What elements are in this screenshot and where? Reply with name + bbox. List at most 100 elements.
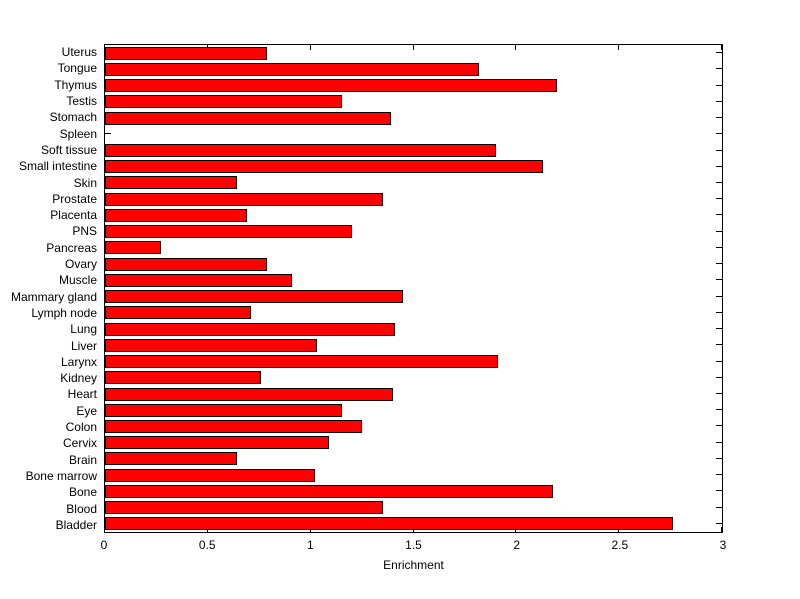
y-tick-label: PNS xyxy=(72,224,97,239)
bar-lymph-node xyxy=(105,306,252,320)
bar-heart xyxy=(105,387,393,401)
bar-eye xyxy=(105,403,342,417)
x-tick-mark xyxy=(618,45,620,50)
bar-pns xyxy=(105,225,352,239)
y-axis-tick-labels: Uterus Tongue Thymus Testis Stomach Spleen Sof… xyxy=(0,44,100,533)
bar-skin xyxy=(105,176,237,190)
y-tick-mark xyxy=(716,68,722,70)
y-tick-mark xyxy=(716,263,722,265)
y-tick-label: Colon xyxy=(65,420,97,435)
y-tick-mark xyxy=(716,84,722,86)
x-tick-label: 0 xyxy=(100,538,108,552)
bar-small-intestine xyxy=(105,160,544,174)
y-tick-label: Skin xyxy=(73,175,97,190)
y-tick-mark xyxy=(716,149,722,151)
y-tick-label: Soft tissue xyxy=(40,142,97,157)
y-tick-label: Tongue xyxy=(57,61,97,76)
y-tick-label: Liver xyxy=(70,338,97,353)
x-tick-mark xyxy=(104,45,105,50)
y-tick-mark xyxy=(716,409,722,411)
bar-cervix xyxy=(105,436,330,450)
bar-lung xyxy=(105,322,395,336)
bar-brain xyxy=(105,452,237,466)
y-tick-mark xyxy=(716,328,722,330)
x-tick-mark xyxy=(721,527,722,532)
bar-kidney xyxy=(105,371,262,385)
y-tick-mark xyxy=(716,441,722,443)
bar-colon xyxy=(105,419,363,433)
y-tick-mark xyxy=(716,214,722,216)
bar-prostate xyxy=(105,192,383,206)
y-tick-label: Brain xyxy=(68,452,97,467)
y-tick-mark xyxy=(716,117,722,119)
y-tick-label: Lung xyxy=(70,322,97,337)
y-tick-mark xyxy=(716,425,722,427)
y-tick-mark xyxy=(716,52,722,54)
y-tick-label: Prostate xyxy=(52,191,97,206)
y-tick-mark xyxy=(716,490,722,492)
y-tick-label: Bladder xyxy=(55,517,97,532)
x-axis-tick-labels: 0 0.5 1 1.5 2 2.5 3 xyxy=(100,538,727,552)
y-tick-mark xyxy=(716,181,722,183)
y-tick-label: Ovary xyxy=(64,257,97,272)
bar-bone xyxy=(105,484,554,498)
y-tick-mark xyxy=(716,376,722,378)
y-tick-mark xyxy=(105,133,111,135)
y-tick-label: Bone xyxy=(68,485,97,500)
y-tick-label: Placenta xyxy=(50,208,97,223)
bar-tongue xyxy=(105,62,480,76)
y-tick-label: Mammary gland xyxy=(10,289,97,304)
y-tick-label: Spleen xyxy=(59,126,97,141)
x-tick-label: 2.5 xyxy=(611,538,629,552)
y-tick-label: Stomach xyxy=(49,110,97,125)
bar-muscle xyxy=(105,273,293,287)
y-tick-label: Heart xyxy=(67,387,97,402)
y-tick-label: Kidney xyxy=(60,371,97,386)
y-tick-label: Cervix xyxy=(62,436,97,451)
bar-liver xyxy=(105,338,317,352)
y-tick-mark xyxy=(716,133,722,135)
y-tick-mark xyxy=(716,344,722,346)
x-tick-mark xyxy=(515,45,517,50)
bar-mammary-gland xyxy=(105,290,404,304)
bar-blood xyxy=(105,501,383,515)
y-tick-mark xyxy=(716,311,722,313)
y-tick-mark xyxy=(716,279,722,281)
x-tick-label: 2 xyxy=(513,538,520,552)
bar-thymus xyxy=(105,79,558,93)
y-tick-mark xyxy=(716,165,722,167)
y-tick-mark xyxy=(716,522,722,524)
y-tick-label: Pancreas xyxy=(46,240,97,255)
y-tick-mark xyxy=(716,474,722,476)
bar-bladder xyxy=(105,517,673,531)
y-tick-mark xyxy=(716,230,722,232)
x-tick-mark xyxy=(412,45,414,50)
x-axis-title: Enrichment xyxy=(383,558,444,572)
x-tick-label: 0.5 xyxy=(198,538,216,552)
bar-ovary xyxy=(105,257,268,271)
y-tick-mark xyxy=(716,506,722,508)
bar-bone-marrow xyxy=(105,468,315,482)
x-tick-label: 3 xyxy=(719,538,727,552)
x-tick-label: 1 xyxy=(306,538,314,552)
y-tick-label: Eye xyxy=(76,403,97,418)
y-tick-label: Thymus xyxy=(54,77,97,92)
y-tick-label: Bone marrow xyxy=(25,468,97,483)
y-tick-label: Larynx xyxy=(60,354,97,369)
y-tick-label: Testis xyxy=(66,94,97,109)
bar-pancreas xyxy=(105,241,161,255)
bar-soft-tissue xyxy=(105,144,496,158)
y-tick-label: Small intestine xyxy=(18,159,97,174)
y-tick-mark xyxy=(716,246,722,248)
x-tick-label: 1.5 xyxy=(405,538,422,552)
bar-placenta xyxy=(105,208,247,222)
y-tick-label: Lymph node xyxy=(31,305,97,320)
y-tick-mark xyxy=(716,360,722,362)
plot-area xyxy=(104,44,723,533)
bar-testis xyxy=(105,95,342,109)
y-tick-label: Uterus xyxy=(61,45,97,60)
y-tick-label: Blood xyxy=(66,501,97,516)
bar-larynx xyxy=(105,355,498,369)
y-tick-mark xyxy=(716,295,722,297)
